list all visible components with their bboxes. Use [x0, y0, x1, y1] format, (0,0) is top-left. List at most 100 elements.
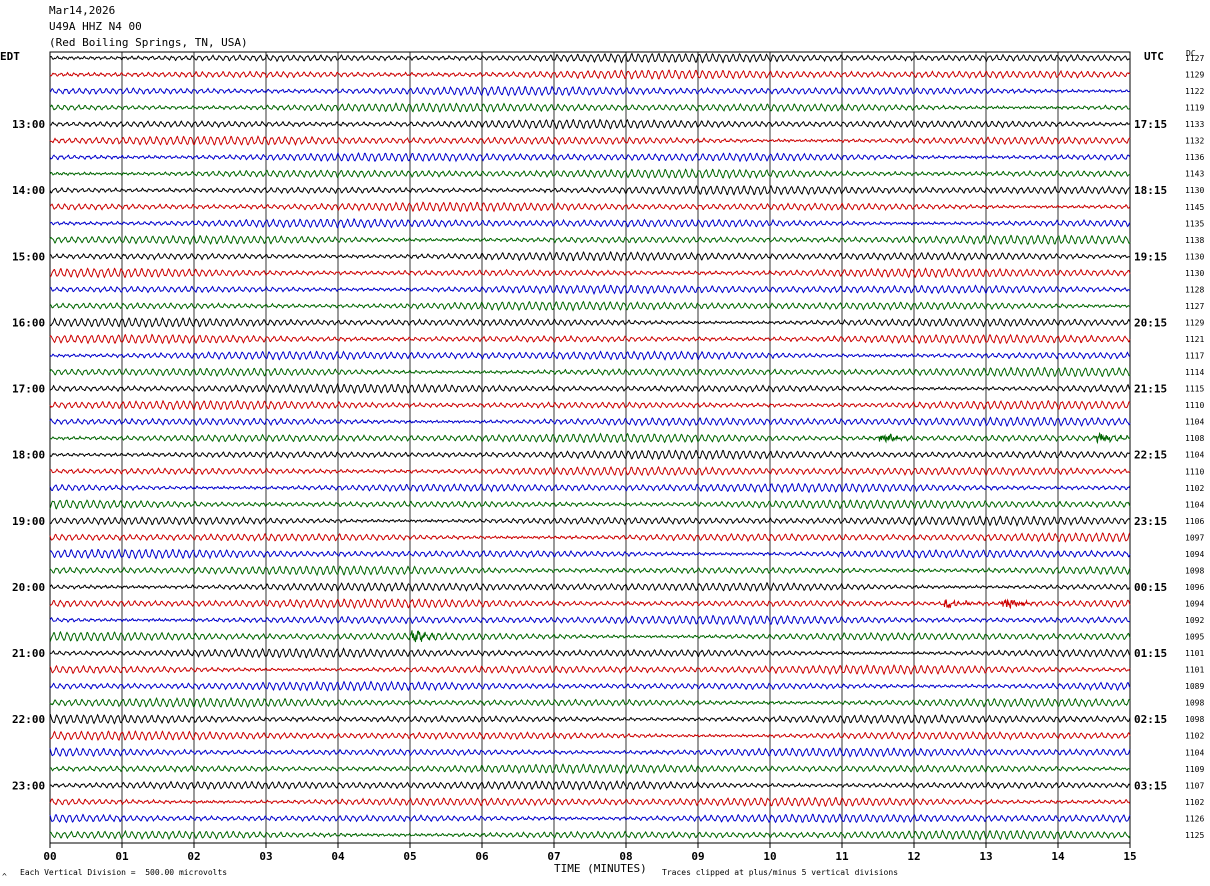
trace-row — [49, 647, 1131, 659]
dc-offset-value: 1129 — [1185, 318, 1204, 327]
dc-offset-value: 1119 — [1185, 104, 1204, 113]
dc-offset-value: 1110 — [1185, 467, 1204, 476]
dc-offset-value: 1117 — [1185, 352, 1204, 361]
trace-row — [49, 284, 1131, 295]
left-timezone-label: EDT — [0, 50, 20, 63]
trace-row — [49, 218, 1131, 229]
dc-offset-value: 1121 — [1185, 335, 1204, 344]
right-hour-label: 00:15 — [1134, 581, 1167, 594]
x-tick-label: 06 — [475, 850, 489, 863]
x-tick-label: 10 — [763, 850, 776, 863]
dc-offset-value: 1106 — [1185, 517, 1204, 526]
dc-offset-value: 1133 — [1185, 120, 1204, 129]
x-tick-label: 15 — [1123, 850, 1136, 863]
dc-offset-value: 1104 — [1185, 451, 1204, 460]
left-hour-label: 17:00 — [12, 383, 45, 396]
x-axis-title: TIME (MINUTES) — [554, 862, 647, 875]
left-hour-label: 16:00 — [12, 316, 45, 329]
trace-row — [49, 747, 1131, 758]
trace-row — [49, 813, 1131, 824]
right-hour-label: 22:15 — [1134, 449, 1167, 462]
x-tick-label: 01 — [115, 850, 129, 863]
right-hour-label: 20:15 — [1134, 316, 1167, 329]
dc-offset-value: 1125 — [1185, 831, 1204, 840]
right-time-labels: 17:15 18:15 19:15 20:15 21:15 22:15 23:15 00:15… — [1134, 118, 1167, 792]
dc-offset-value: 1132 — [1185, 137, 1204, 146]
x-axis-ticks: 00 01 02 03 04 05 06 07 08 09 10 11 12 13 14 15 — [43, 843, 1137, 863]
x-tick-label: 09 — [691, 850, 704, 863]
dc-offset-value: 1130 — [1185, 269, 1204, 278]
right-hour-label: 18:15 — [1134, 184, 1167, 197]
header-date: Mar14,2026 — [49, 4, 116, 17]
dc-offset-value: 1108 — [1185, 434, 1204, 443]
trace-row — [49, 763, 1131, 775]
dc-offset-value: 1129 — [1185, 71, 1204, 80]
trace-row — [49, 102, 1131, 113]
x-tick-label: 11 — [835, 850, 849, 863]
x-tick-label: 07 — [547, 850, 560, 863]
trace-row — [49, 614, 1131, 626]
left-hour-label: 13:00 — [12, 118, 45, 131]
left-hour-label: 23:00 — [12, 779, 45, 792]
corner-mark: ^ — [2, 872, 7, 881]
trace-row — [49, 250, 1131, 262]
left-hour-label: 14:00 — [12, 184, 45, 197]
trace-row — [49, 383, 1131, 395]
x-tick-label: 14 — [1051, 850, 1065, 863]
clip-note: Traces clipped at plus/minus 5 vertical … — [662, 868, 899, 877]
dc-offset-value: 1127 — [1185, 54, 1204, 63]
trace-row — [49, 316, 1131, 328]
dc-offset-value: 1145 — [1185, 203, 1204, 212]
dc-offset-value: 1104 — [1185, 748, 1204, 757]
dc-offset-value: 1130 — [1185, 252, 1204, 261]
dc-offset-value: 1098 — [1185, 699, 1204, 708]
header-location: (Red Boiling Springs, TN, USA) — [49, 36, 248, 49]
right-timezone-label: UTC — [1144, 50, 1164, 63]
left-hour-label: 21:00 — [12, 647, 45, 660]
right-hour-label: 01:15 — [1134, 647, 1167, 660]
trace-row — [49, 69, 1131, 80]
right-hour-label: 02:15 — [1134, 713, 1167, 726]
dc-offset-value: 1126 — [1185, 814, 1204, 823]
dc-offset-value: 1097 — [1185, 533, 1204, 542]
trace-row — [49, 829, 1131, 841]
trace-row — [49, 664, 1131, 676]
trace-row — [49, 267, 1131, 279]
trace-row — [49, 184, 1131, 196]
dc-offset-value: 1101 — [1185, 666, 1204, 675]
dc-offset-value: 1136 — [1185, 153, 1204, 162]
x-tick-label: 04 — [331, 850, 345, 863]
dc-offset-value: 1094 — [1185, 599, 1204, 608]
trace-row — [49, 449, 1131, 460]
trace-row — [49, 168, 1131, 180]
trace-row — [49, 399, 1131, 411]
trace-row — [49, 234, 1131, 246]
left-hour-label: 15:00 — [12, 250, 45, 263]
dc-offset-value: 1102 — [1185, 732, 1204, 741]
dc-offset-value: 1110 — [1185, 401, 1204, 410]
dc-offset-value: 1130 — [1185, 186, 1204, 195]
dc-offset-labels: 1127 1129 1122 1119 1133 1132 1136 1143 1130 1145… — [1185, 54, 1204, 840]
left-hour-label: 19:00 — [12, 515, 45, 528]
right-hour-label: 19:15 — [1134, 250, 1167, 263]
left-hour-label: 18:00 — [12, 449, 45, 462]
trace-row — [49, 796, 1131, 808]
dc-offset-value: 1115 — [1185, 385, 1204, 394]
scale-note: Each Vertical Division = 500.00 microvol… — [20, 868, 228, 877]
x-tick-label: 03 — [259, 850, 272, 863]
seismic-traces — [49, 52, 1131, 841]
x-tick-label: 05 — [403, 850, 416, 863]
trace-row — [49, 482, 1131, 494]
x-tick-label: 12 — [907, 850, 920, 863]
trace-row — [49, 201, 1131, 213]
trace-row — [49, 680, 1131, 692]
dc-offset-value: 1122 — [1185, 87, 1204, 96]
trace-row — [49, 780, 1131, 791]
left-time-labels: 13:00 14:00 15:00 16:00 17:00 18:00 19:00 20:00… — [12, 118, 45, 792]
left-hour-label: 22:00 — [12, 713, 45, 726]
trace-row — [49, 548, 1131, 560]
x-tick-label: 13 — [979, 850, 992, 863]
trace-row — [49, 416, 1131, 427]
right-hour-label: 03:15 — [1134, 779, 1167, 792]
